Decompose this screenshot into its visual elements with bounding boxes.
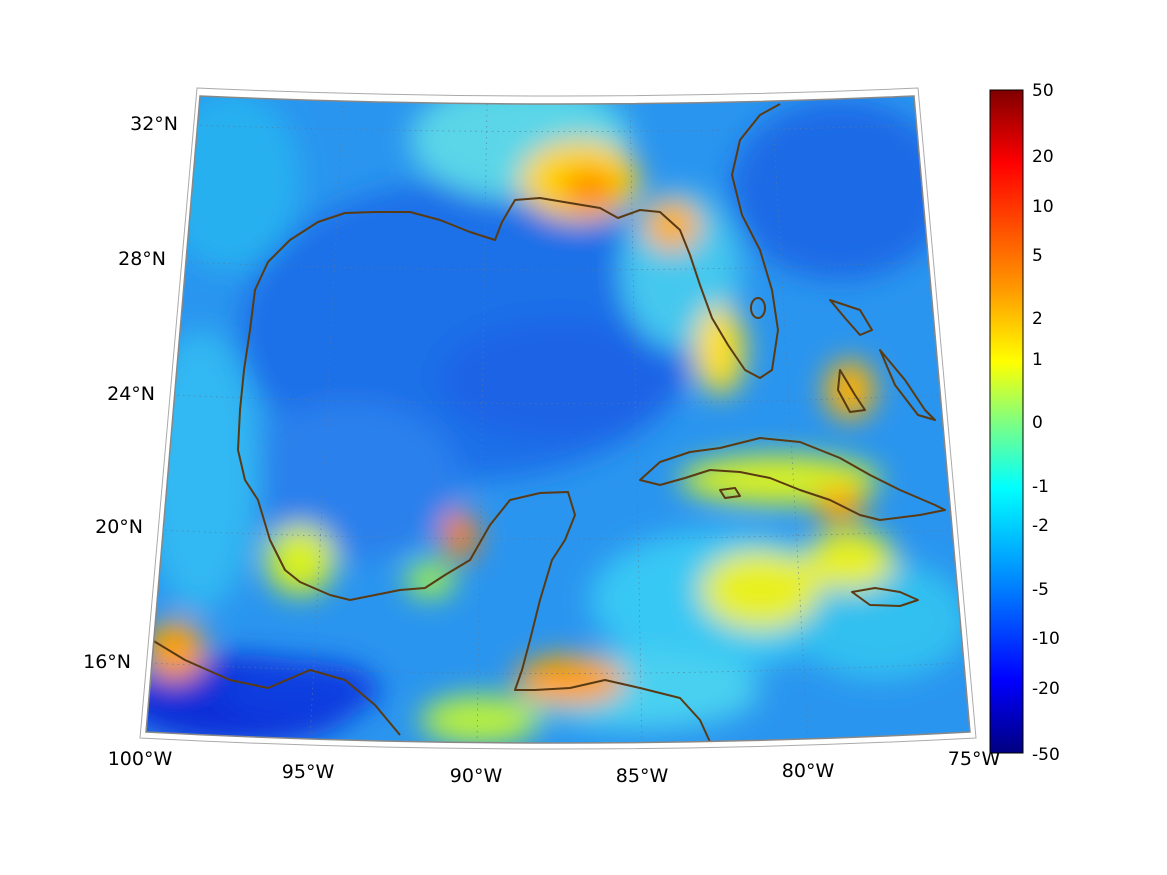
latitude-labels: 32°N 28°N 24°N 20°N 16°N: [83, 113, 178, 673]
cb-label-2: 2: [1032, 309, 1043, 329]
map-frame-outer: [139, 87, 977, 750]
lat-label-32n: 32°N: [130, 113, 178, 135]
map-frame: [145, 95, 971, 744]
lon-label-100w: 100°W: [108, 748, 173, 770]
lat-label-16n: 16°N: [83, 651, 131, 673]
lon-label-95w: 95°W: [282, 761, 335, 783]
lon-label-75w: 75°W: [948, 748, 1001, 770]
cb-label-neg20: -20: [1032, 679, 1060, 699]
lon-label-90w: 90°W: [450, 765, 503, 787]
longitude-labels: 100°W 95°W 90°W 85°W 80°W 75°W: [108, 748, 1001, 787]
cb-label-5: 5: [1032, 246, 1043, 266]
cb-label-neg5: -5: [1032, 580, 1049, 600]
cb-label-neg50: -50: [1032, 745, 1060, 765]
cb-label-neg2: -2: [1032, 516, 1049, 536]
gridlines: [149, 99, 959, 743]
lon-label-80w: 80°W: [782, 760, 835, 782]
cb-label-neg10: -10: [1032, 629, 1060, 649]
lon-label-85w: 85°W: [616, 765, 669, 787]
coastlines: [151, 103, 946, 743]
cb-label-neg1: -1: [1032, 477, 1049, 497]
colorbar: [989, 89, 1024, 754]
cb-label-20: 20: [1032, 147, 1054, 167]
cb-label-0: 0: [1032, 413, 1043, 433]
colorbar-labels: 50 20 10 5 2 1 0 -1 -2 -5 -10 -20 -50: [1032, 81, 1060, 765]
cb-label-50: 50: [1032, 81, 1054, 101]
field-layer: [146, 96, 970, 743]
cb-label-1: 1: [1032, 350, 1043, 370]
lat-label-20n: 20°N: [95, 516, 143, 538]
cb-label-10: 10: [1032, 197, 1054, 217]
lat-label-24n: 24°N: [107, 383, 155, 405]
lat-label-28n: 28°N: [118, 248, 166, 270]
